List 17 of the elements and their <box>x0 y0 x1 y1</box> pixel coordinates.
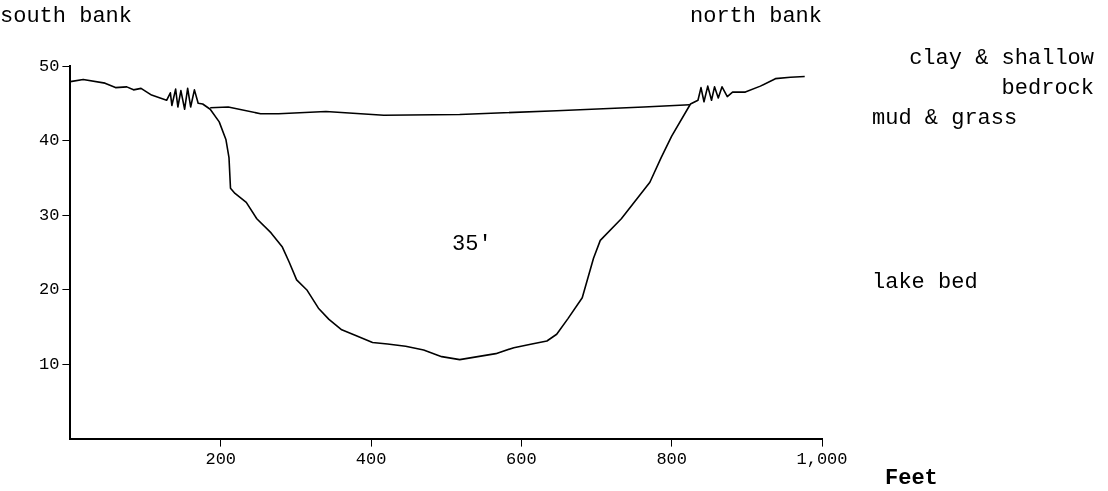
x-axis-title: Feet <box>885 466 938 491</box>
x-tick-label: 800 <box>656 450 687 470</box>
y-tick-label: 50 <box>39 56 60 76</box>
y-tick-label: 30 <box>39 205 60 225</box>
y-tick-label: 20 <box>39 280 60 300</box>
text: mud & grass <box>872 105 1019 133</box>
x-tick-label: 1,000 <box>796 450 848 470</box>
x-tick-label: 600 <box>506 450 537 470</box>
y-tick-label: 40 <box>39 131 60 151</box>
x-tick-label: 200 <box>205 450 237 470</box>
x-tick-label: 400 <box>355 450 387 470</box>
annotation: 35' <box>452 231 493 259</box>
text: clay & shallow bedrock <box>908 45 1094 103</box>
text: south bank <box>0 3 134 31</box>
text: north bank <box>690 3 824 31</box>
y-tick-label: 10 <box>39 354 60 374</box>
text: lake bed <box>872 269 979 297</box>
